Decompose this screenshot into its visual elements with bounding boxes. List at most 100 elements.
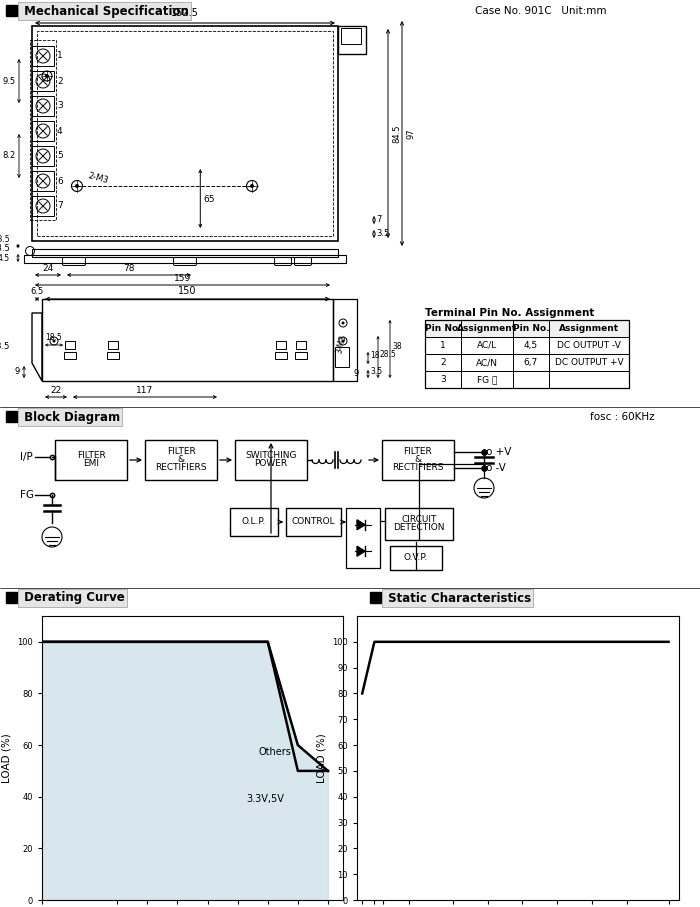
Text: o -V: o -V: [486, 463, 506, 473]
Text: 65: 65: [203, 194, 215, 203]
Text: φ3.5: φ3.5: [0, 244, 10, 253]
Text: Pin No.: Pin No.: [425, 324, 461, 333]
Text: 84.5: 84.5: [392, 124, 401, 142]
Bar: [6, 5, 17, 16]
Bar: [295, 352, 307, 359]
Text: 7: 7: [376, 216, 382, 225]
Bar: [37, 31, 333, 236]
Text: Derating Curve: Derating Curve: [20, 591, 125, 604]
Text: 28.5: 28.5: [380, 350, 397, 359]
Text: 2-M3: 2-M3: [87, 171, 109, 185]
Text: RECTIFIERS: RECTIFIERS: [392, 463, 444, 473]
Text: 152.5: 152.5: [171, 8, 199, 18]
Text: AC/L: AC/L: [477, 341, 497, 350]
Text: Static Characteristics: Static Characteristics: [384, 591, 531, 604]
Bar: [230, 508, 278, 536]
Bar: [390, 546, 442, 570]
Text: 3.3V,5V: 3.3V,5V: [246, 794, 285, 804]
Bar: [32, 96, 54, 116]
Y-axis label: LOAD (%): LOAD (%): [316, 733, 327, 783]
Text: DC OUTPUT +V: DC OUTPUT +V: [554, 358, 623, 367]
Text: 18.5: 18.5: [46, 333, 62, 342]
Text: o +V: o +V: [486, 447, 512, 457]
Bar: [108, 341, 118, 349]
Text: 7: 7: [57, 201, 63, 210]
Y-axis label: LOAD (%): LOAD (%): [1, 733, 12, 783]
Bar: [32, 196, 54, 216]
Bar: [341, 28, 361, 44]
Text: 2: 2: [57, 76, 62, 85]
Bar: [32, 46, 54, 66]
Text: 4: 4: [57, 126, 62, 135]
Text: DETECTION: DETECTION: [393, 523, 444, 532]
Text: 6: 6: [57, 177, 63, 186]
Bar: [6, 592, 17, 603]
Text: &: &: [414, 455, 421, 464]
Text: DC OUTPUT -V: DC OUTPUT -V: [557, 341, 621, 350]
Bar: [425, 320, 629, 388]
Text: 24: 24: [43, 264, 54, 273]
Text: FG: FG: [20, 490, 34, 500]
Bar: [382, 440, 454, 480]
Bar: [32, 171, 54, 191]
Text: FILTER: FILTER: [76, 452, 106, 461]
Text: 1: 1: [57, 52, 63, 61]
Text: 159: 159: [174, 274, 191, 283]
Text: Case No. 901C   Unit:mm: Case No. 901C Unit:mm: [475, 6, 606, 16]
Text: 2: 2: [440, 358, 446, 367]
Text: Block Diagram: Block Diagram: [20, 411, 120, 424]
Text: 97: 97: [406, 128, 415, 139]
Bar: [370, 592, 381, 603]
Text: 150: 150: [178, 286, 197, 296]
Text: 6,7: 6,7: [524, 358, 538, 367]
Text: 9: 9: [15, 367, 20, 376]
Text: 9.5: 9.5: [3, 76, 16, 85]
Bar: [145, 440, 217, 480]
Text: I/P: I/P: [20, 452, 33, 462]
Bar: [24, 255, 346, 263]
Text: 117: 117: [136, 386, 153, 395]
Bar: [32, 71, 54, 91]
Text: 9: 9: [353, 368, 358, 377]
Text: 3.5: 3.5: [370, 367, 382, 376]
Text: EMI: EMI: [83, 460, 99, 469]
Circle shape: [342, 339, 344, 343]
Circle shape: [45, 74, 49, 78]
Bar: [296, 341, 306, 349]
Polygon shape: [357, 546, 365, 556]
Polygon shape: [357, 520, 365, 530]
Text: 3.5: 3.5: [376, 229, 389, 239]
Text: O.V.P.: O.V.P.: [404, 553, 428, 562]
Circle shape: [52, 339, 55, 343]
Text: 3: 3: [440, 375, 446, 384]
Text: RECTIFIERS: RECTIFIERS: [155, 463, 206, 473]
Text: fosc : 60KHz: fosc : 60KHz: [590, 412, 655, 422]
Text: SWITCHING: SWITCHING: [245, 452, 297, 461]
Text: Others: Others: [259, 747, 292, 757]
Text: FILTER: FILTER: [167, 447, 195, 456]
Text: AC/N: AC/N: [476, 358, 498, 367]
Text: 0/3.5: 0/3.5: [0, 234, 10, 243]
Bar: [42, 299, 333, 381]
Circle shape: [75, 184, 79, 188]
Circle shape: [250, 184, 254, 188]
Text: Terminal Pin No. Assignment: Terminal Pin No. Assignment: [425, 308, 594, 318]
Text: 22: 22: [50, 386, 62, 395]
Text: Assignment: Assignment: [559, 324, 619, 333]
Bar: [64, 352, 76, 359]
Bar: [333, 299, 357, 381]
Text: O.L.P.: O.L.P.: [242, 518, 266, 526]
Bar: [32, 121, 54, 141]
Bar: [275, 352, 287, 359]
Text: 4,5: 4,5: [524, 341, 538, 350]
Bar: [55, 440, 127, 480]
Text: FG ⏚: FG ⏚: [477, 375, 497, 384]
Text: 78: 78: [123, 264, 134, 273]
Bar: [276, 341, 286, 349]
Bar: [6, 411, 17, 422]
Text: ø3.5: ø3.5: [0, 342, 10, 351]
Text: FILTER: FILTER: [404, 447, 433, 456]
Bar: [32, 26, 338, 241]
Bar: [335, 347, 349, 367]
Bar: [65, 341, 75, 349]
